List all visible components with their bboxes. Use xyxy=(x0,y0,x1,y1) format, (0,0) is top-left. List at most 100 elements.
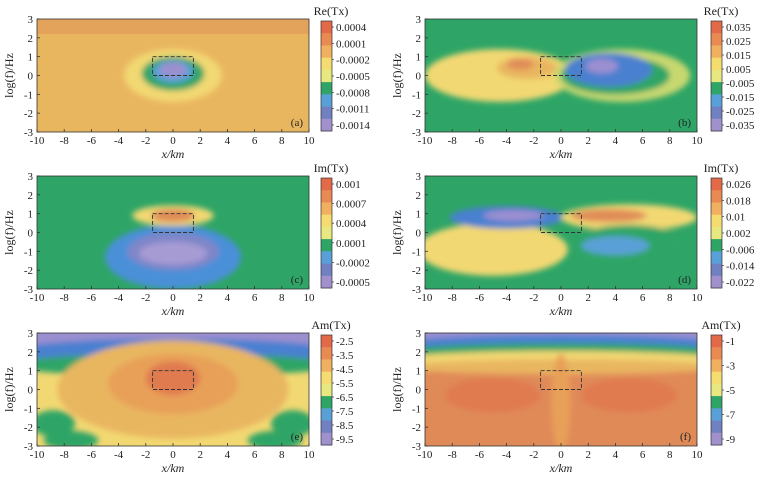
colorbar-tick-label: -4.5 xyxy=(336,364,354,376)
panel-label: (e) xyxy=(291,431,304,443)
contour-region-4 xyxy=(151,208,195,223)
x-tick-label: -4 xyxy=(502,292,512,304)
colorbar-tick-label: 0.026 xyxy=(726,179,751,191)
x-tick-label: 10 xyxy=(692,449,704,461)
panel-label: (c) xyxy=(291,274,304,286)
colorbar-title: Re(Tx) xyxy=(314,4,349,18)
y-tick-label: 3 xyxy=(416,328,422,340)
colorbar-swatch xyxy=(711,347,722,360)
top-band xyxy=(425,19,697,35)
x-tick-label: 10 xyxy=(692,292,704,304)
x-tick-label: -8 xyxy=(60,292,70,304)
x-tick-label: -10 xyxy=(30,449,45,461)
colorbar-tick-label: -0.035 xyxy=(726,120,755,132)
x-tick-label: 8 xyxy=(667,449,673,461)
colorbar: Im(Tx) 0.026 0.018 0.01 0.002 -0.006 -0.014 -0.… xyxy=(704,161,755,289)
y-tick-label: -2 xyxy=(24,265,33,277)
panel-label: (b) xyxy=(678,117,691,129)
y-tick-label: -1 xyxy=(412,403,421,415)
colorbar-swatch xyxy=(711,420,722,434)
x-tick-label: 8 xyxy=(279,449,285,461)
x-tick-label: 10 xyxy=(304,292,316,304)
x-tick-label: -4 xyxy=(502,135,512,147)
colorbar-tick-label: 0.035 xyxy=(726,22,751,34)
y-tick-label: -3 xyxy=(24,127,34,139)
y-tick-label: 1 xyxy=(28,366,34,378)
y-axis-label: log(f)/Hz xyxy=(2,53,16,98)
x-tick-label: 6 xyxy=(252,449,258,461)
colorbar-swatch xyxy=(321,69,332,83)
colorbar-frame xyxy=(320,177,333,289)
top-band xyxy=(37,19,309,35)
colorbar-tick-label: -0.025 xyxy=(726,106,755,118)
y-tick-label: 0 xyxy=(28,71,34,83)
plot-area xyxy=(37,19,309,132)
contour-region-4 xyxy=(570,208,647,223)
panel-c: -10 -8 -6 -4 -2 0 2 4 6 8 103210-1-2-3x/kmlog(f)/H… xyxy=(2,161,370,318)
colorbar-tick-label: -7.5 xyxy=(336,406,354,418)
colorbar-swatch xyxy=(321,335,332,348)
colorbar-swatch xyxy=(711,226,722,240)
x-tick-label: 8 xyxy=(279,292,285,304)
x-tick-label: 0 xyxy=(558,449,564,461)
colorbar-tick-label: -9.5 xyxy=(336,434,354,446)
colorbar-swatch xyxy=(321,408,332,422)
x-tick-label: -2 xyxy=(141,292,150,304)
colorbar-swatch xyxy=(711,359,722,373)
colorbar-swatch xyxy=(711,94,722,108)
x-tick-label: -6 xyxy=(475,135,485,147)
top-band xyxy=(425,176,697,192)
colorbar-tick-label: -5.5 xyxy=(336,378,354,390)
y-tick-label: 3 xyxy=(28,14,34,26)
colorbar-title: Im(Tx) xyxy=(704,161,739,175)
colorbar-tick-label: -5 xyxy=(726,385,736,397)
x-tick-label: 2 xyxy=(585,135,591,147)
y-tick-label: 3 xyxy=(416,14,422,26)
contour-region-5 xyxy=(551,353,571,446)
colorbar-swatch xyxy=(711,82,722,95)
x-tick-label: -6 xyxy=(475,292,485,304)
y-axis-label: log(f)/Hz xyxy=(2,367,16,412)
y-axis-label: log(f)/Hz xyxy=(390,367,404,412)
x-tick-label: -4 xyxy=(114,292,124,304)
x-tick-label: -4 xyxy=(114,449,124,461)
colorbar-tick-label: -0.0014 xyxy=(336,120,370,132)
colorbar-tick-label: -7 xyxy=(726,410,736,422)
colorbar: Re(Tx) 0.0004 0.0001 -0.0002 -0.0005 -0.0008 -… xyxy=(314,4,371,132)
y-tick-label: -1 xyxy=(24,403,33,415)
x-tick-label: -8 xyxy=(448,135,458,147)
x-tick-label: -8 xyxy=(60,135,70,147)
colorbar-tick-label: -6.5 xyxy=(336,392,354,404)
x-tick-label: -10 xyxy=(30,135,45,147)
x-axis-label: x/km xyxy=(549,461,573,475)
y-tick-label: 1 xyxy=(416,209,422,221)
colorbar-tick-label: -0.0005 xyxy=(336,277,370,289)
colorbar-tick-label: -0.0002 xyxy=(336,257,370,269)
colorbar-tick-label: -0.006 xyxy=(726,244,755,256)
contour-region-0 xyxy=(425,49,575,102)
y-tick-label: -1 xyxy=(24,89,33,101)
x-tick-label: 6 xyxy=(640,449,646,461)
colorbar-tick-label: 0.005 xyxy=(726,64,751,76)
x-tick-label: 2 xyxy=(197,135,203,147)
panel-a: -10 -8 -6 -4 -2 0 2 4 6 8 103210-1-2-3x/kmlog(f)/H… xyxy=(2,4,370,161)
x-tick-label: -8 xyxy=(60,449,70,461)
colorbar-tick-label: 0.015 xyxy=(726,50,751,62)
panel-f: -10 -8 -6 -4 -2 0 2 4 6 8 103210-1-2-3x/kmlog(f)/H… xyxy=(390,318,741,475)
colorbar-tick-label: 0.0007 xyxy=(336,199,367,211)
colorbar-tick-label: -0.0005 xyxy=(336,71,370,83)
colorbar-swatch xyxy=(711,335,722,348)
anomaly-box xyxy=(152,213,194,233)
colorbar-swatch xyxy=(711,45,722,59)
contour-region-0 xyxy=(425,223,568,276)
colorbar-swatch xyxy=(321,33,332,46)
colorbar-tick-label: -0.0008 xyxy=(336,87,370,99)
x-tick-label: 2 xyxy=(197,449,203,461)
x-tick-label: -2 xyxy=(529,449,538,461)
y-tick-label: 0 xyxy=(28,385,34,397)
colorbar-tick-label: 0.002 xyxy=(726,228,751,240)
colorbar-title: Am(Tx) xyxy=(311,318,350,332)
x-tick-label: -6 xyxy=(87,135,97,147)
colorbar-swatch xyxy=(711,178,722,191)
